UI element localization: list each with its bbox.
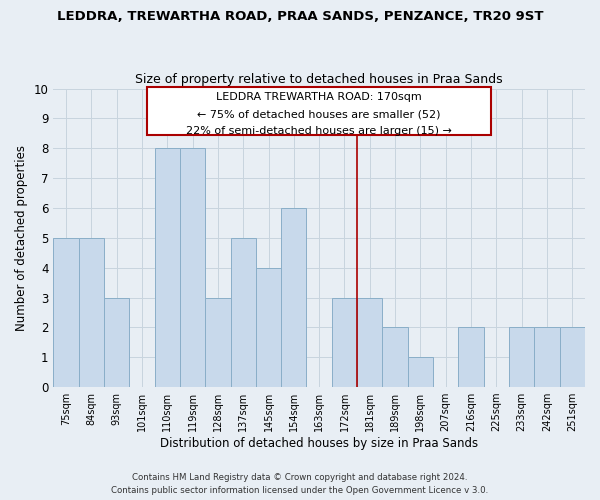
- Bar: [509, 328, 535, 387]
- Text: ← 75% of detached houses are smaller (52): ← 75% of detached houses are smaller (52…: [197, 110, 441, 120]
- Bar: [256, 268, 281, 387]
- Text: LEDDRA TREWARTHA ROAD: 170sqm: LEDDRA TREWARTHA ROAD: 170sqm: [216, 92, 422, 102]
- Bar: [104, 298, 129, 387]
- Bar: [205, 298, 230, 387]
- Bar: [79, 238, 104, 387]
- X-axis label: Distribution of detached houses by size in Praa Sands: Distribution of detached houses by size …: [160, 437, 478, 450]
- Text: Contains HM Land Registry data © Crown copyright and database right 2024.
Contai: Contains HM Land Registry data © Crown c…: [112, 474, 488, 495]
- Text: LEDDRA, TREWARTHA ROAD, PRAA SANDS, PENZANCE, TR20 9ST: LEDDRA, TREWARTHA ROAD, PRAA SANDS, PENZ…: [57, 10, 543, 23]
- Title: Size of property relative to detached houses in Praa Sands: Size of property relative to detached ho…: [136, 73, 503, 86]
- Bar: [332, 298, 357, 387]
- Bar: [180, 148, 205, 387]
- Bar: [155, 148, 180, 387]
- Bar: [230, 238, 256, 387]
- Bar: [53, 238, 79, 387]
- Bar: [382, 328, 408, 387]
- Text: 22% of semi-detached houses are larger (15) →: 22% of semi-detached houses are larger (…: [186, 126, 452, 136]
- Bar: [560, 328, 585, 387]
- FancyBboxPatch shape: [147, 87, 491, 135]
- Y-axis label: Number of detached properties: Number of detached properties: [15, 145, 28, 331]
- Bar: [535, 328, 560, 387]
- Bar: [357, 298, 382, 387]
- Bar: [281, 208, 307, 387]
- Bar: [458, 328, 484, 387]
- Bar: [408, 357, 433, 387]
